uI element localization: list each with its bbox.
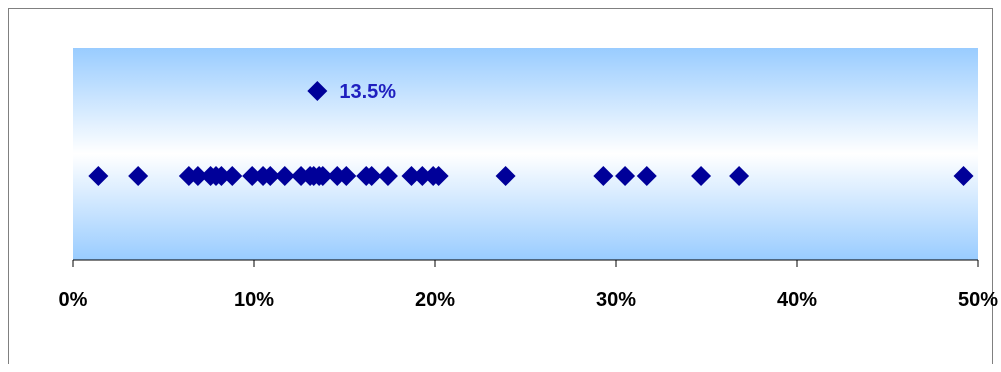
plot-area <box>73 48 978 260</box>
data-point <box>495 166 516 186</box>
data-point <box>336 166 357 186</box>
data-point <box>377 166 398 186</box>
data-point <box>260 166 281 186</box>
data-point <box>361 166 382 186</box>
x-tick-label: 50% <box>958 289 998 311</box>
x-tick-label: 20% <box>415 289 455 311</box>
data-point <box>953 166 974 186</box>
highlight-label: 13.5% <box>339 81 396 103</box>
x-axis-ticks: 0% 10% 20% 30% 40% 50% <box>59 260 998 311</box>
highlight-group: 13.5% <box>307 81 396 103</box>
data-point <box>412 166 433 186</box>
data-point <box>593 166 614 186</box>
data-points <box>88 166 974 186</box>
highlight-marker <box>307 81 328 101</box>
data-point <box>222 166 243 186</box>
data-point <box>274 166 295 186</box>
x-tick-label: 0% <box>59 289 88 311</box>
data-point <box>312 166 333 186</box>
chart-frame <box>8 8 993 364</box>
data-point <box>636 166 657 186</box>
data-point <box>187 166 208 186</box>
data-point <box>729 166 750 186</box>
x-tick-label: 40% <box>777 289 817 311</box>
data-point <box>128 166 149 186</box>
x-tick-label: 10% <box>234 289 274 311</box>
data-point <box>242 166 263 186</box>
data-point <box>691 166 712 186</box>
data-point <box>88 166 109 186</box>
data-point <box>428 166 449 186</box>
x-tick-label: 30% <box>596 289 636 311</box>
data-point <box>615 166 636 186</box>
data-point <box>211 166 232 186</box>
data-point <box>401 166 422 186</box>
